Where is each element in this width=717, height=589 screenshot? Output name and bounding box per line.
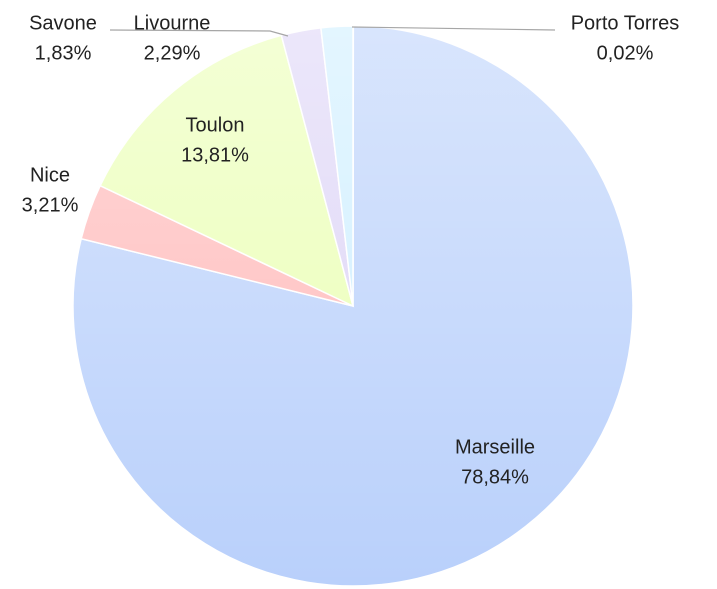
slice-value-label: 78,84% — [461, 466, 529, 488]
slice-label: Toulon — [186, 114, 245, 136]
slice-value-label: 13,81% — [181, 144, 249, 166]
slice-label: Marseille — [455, 436, 535, 458]
slice-value-label: 2,29% — [144, 42, 201, 64]
leader-line — [109, 29, 289, 37]
labels: Porto Torres 0,02% Marseille 78,84% Nice 3,21… — [22, 12, 680, 488]
pie — [72, 25, 634, 587]
slice-label: Livourne — [134, 12, 211, 34]
slice-value-label: 1,83% — [35, 42, 92, 64]
slice-label: Savone — [29, 12, 97, 34]
slice-label: Nice — [30, 164, 70, 186]
slice-label: Porto Torres — [571, 12, 680, 34]
slice-value-label: 0,02% — [597, 42, 654, 64]
slice-value-label: 3,21% — [22, 194, 79, 216]
leader-line — [351, 26, 556, 31]
